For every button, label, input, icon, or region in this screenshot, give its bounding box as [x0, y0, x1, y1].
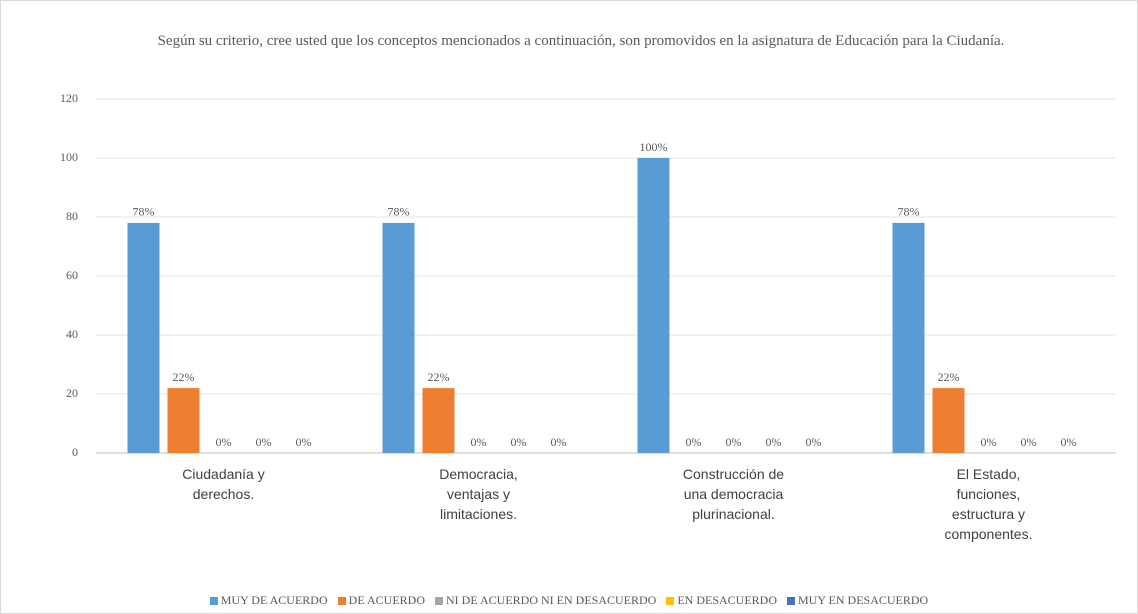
data-label: 0%: [1061, 435, 1077, 449]
data-label: 0%: [1021, 435, 1037, 449]
bar: [892, 222, 925, 453]
legend-swatch: [666, 596, 675, 605]
data-label: 0%: [551, 435, 567, 449]
y-tick-label: 20: [66, 386, 78, 400]
legend-label: MUY DE ACUERDO: [220, 593, 328, 607]
bar: [637, 158, 670, 453]
data-label: 78%: [388, 205, 410, 219]
legend-item: DE ACUERDO: [337, 593, 425, 608]
x-tick-label: Democracia, ventajas y limitaciones.: [439, 466, 518, 522]
data-label: 22%: [428, 370, 450, 384]
data-label: 0%: [766, 435, 782, 449]
data-label: 0%: [256, 435, 272, 449]
bar: [382, 222, 415, 453]
data-label: 22%: [938, 370, 960, 384]
bar: [127, 222, 160, 453]
legend-item: MUY EN DESACUERDO: [787, 593, 928, 608]
legend-swatch: [337, 596, 346, 605]
data-label: 0%: [216, 435, 232, 449]
legend-label: DE ACUERDO: [348, 593, 425, 607]
legend-item: MUY DE ACUERDO: [209, 593, 328, 608]
data-label: 0%: [471, 435, 487, 449]
legend-label: MUY EN DESACUERDO: [798, 593, 929, 607]
data-label: 78%: [898, 205, 920, 219]
legend: MUY DE ACUERDO DE ACUERDO NI DE ACUERDO NI…: [1, 593, 1137, 608]
x-tick-label: Construcción de una democracia plurinaci…: [682, 466, 785, 522]
data-label: 0%: [296, 435, 312, 449]
y-tick-label: 40: [66, 327, 78, 341]
bar: [422, 388, 455, 453]
x-tick-label: Ciudadanía y derechos.: [182, 466, 265, 502]
bar: [932, 388, 965, 453]
legend-item: EN DESACUERDO: [666, 593, 777, 608]
legend-label: EN DESACUERDO: [677, 593, 777, 607]
y-tick-label: 0: [72, 445, 78, 459]
y-tick-label: 80: [66, 209, 78, 223]
x-tick-label: El Estado, funciones, estructura y compo…: [944, 466, 1033, 542]
y-tick-label: 60: [66, 268, 78, 282]
y-tick-label: 100: [60, 150, 78, 164]
data-label: 78%: [133, 205, 155, 219]
data-label: 0%: [511, 435, 527, 449]
chart-title: Según su criterio, cree usted que los co…: [157, 33, 1005, 49]
legend-swatch: [787, 596, 795, 605]
legend-swatch: [209, 596, 218, 605]
bar: [167, 388, 200, 453]
data-label: 0%: [726, 435, 742, 449]
data-label: 100%: [640, 140, 668, 154]
y-tick-label: 120: [60, 91, 78, 105]
legend-swatch: [435, 596, 443, 605]
data-label: 0%: [686, 435, 702, 449]
data-label: 0%: [981, 435, 997, 449]
legend-item: NI DE ACUERDO NI EN DESACUERDO: [435, 593, 656, 608]
data-label: 22%: [173, 370, 195, 384]
legend-label: NI DE ACUERDO NI EN DESACUERDO: [446, 593, 657, 607]
data-label: 0%: [806, 435, 822, 449]
